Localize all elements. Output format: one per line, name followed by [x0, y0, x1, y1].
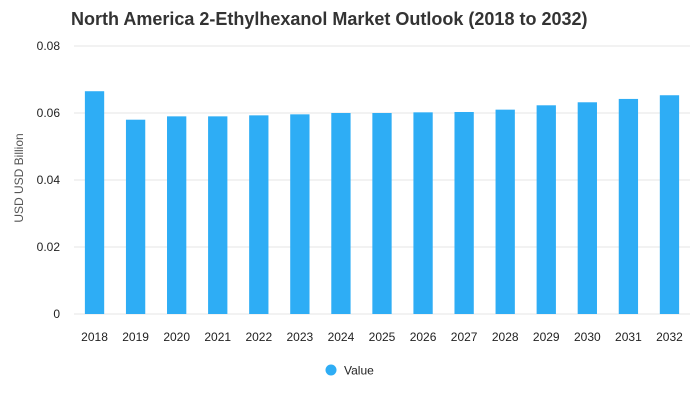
- x-tick-label: 2030: [574, 330, 601, 344]
- y-axis-label: USD USD Billion: [12, 133, 26, 222]
- bar[interactable]: [536, 105, 556, 314]
- bar[interactable]: [208, 116, 228, 314]
- bar[interactable]: [167, 116, 187, 314]
- x-tick-label: 2031: [615, 330, 642, 344]
- x-tick-label: 2025: [369, 330, 396, 344]
- bar[interactable]: [125, 119, 146, 314]
- bar[interactable]: [331, 113, 351, 314]
- bar[interactable]: [372, 113, 392, 314]
- bar[interactable]: [454, 111, 474, 315]
- x-tick-label: 2019: [122, 330, 149, 344]
- x-tick-label: 2024: [328, 330, 355, 344]
- x-tick-label: 2020: [163, 330, 190, 344]
- x-axis-ticks: 2018 2019 2020 2021 2022 2023 2024 2025 2026 2027…: [81, 330, 683, 344]
- bar[interactable]: [659, 95, 680, 315]
- x-tick-label: 2022: [245, 330, 272, 344]
- bars: [84, 91, 680, 315]
- chart-title: North America 2-Ethylhexanol Market Outl…: [71, 9, 587, 29]
- y-tick-label: 0.02: [37, 240, 61, 254]
- x-tick-label: 2027: [451, 330, 478, 344]
- x-tick-label: 2023: [287, 330, 314, 344]
- x-tick-label: 2032: [656, 330, 683, 344]
- x-tick-label: 2028: [492, 330, 519, 344]
- bar[interactable]: [249, 115, 269, 314]
- y-tick-label: 0: [53, 307, 60, 321]
- x-tick-label: 2018: [81, 330, 108, 344]
- bar[interactable]: [290, 114, 310, 314]
- legend-swatch: [325, 364, 337, 376]
- y-tick-label: 0.08: [37, 39, 61, 53]
- bar[interactable]: [495, 109, 515, 315]
- y-tick-label: 0.04: [37, 173, 61, 187]
- legend-label: Value: [344, 364, 374, 378]
- y-axis-ticks: 0 0.02 0.04 0.06 0.08: [37, 39, 61, 321]
- bar[interactable]: [413, 112, 433, 314]
- x-tick-label: 2021: [204, 330, 231, 344]
- x-tick-label: 2029: [533, 330, 560, 344]
- x-tick-label: 2026: [410, 330, 437, 344]
- bar[interactable]: [84, 91, 105, 314]
- y-tick-label: 0.06: [37, 106, 61, 120]
- bar[interactable]: [618, 98, 639, 315]
- bar[interactable]: [577, 102, 597, 314]
- legend[interactable]: Value: [325, 364, 375, 378]
